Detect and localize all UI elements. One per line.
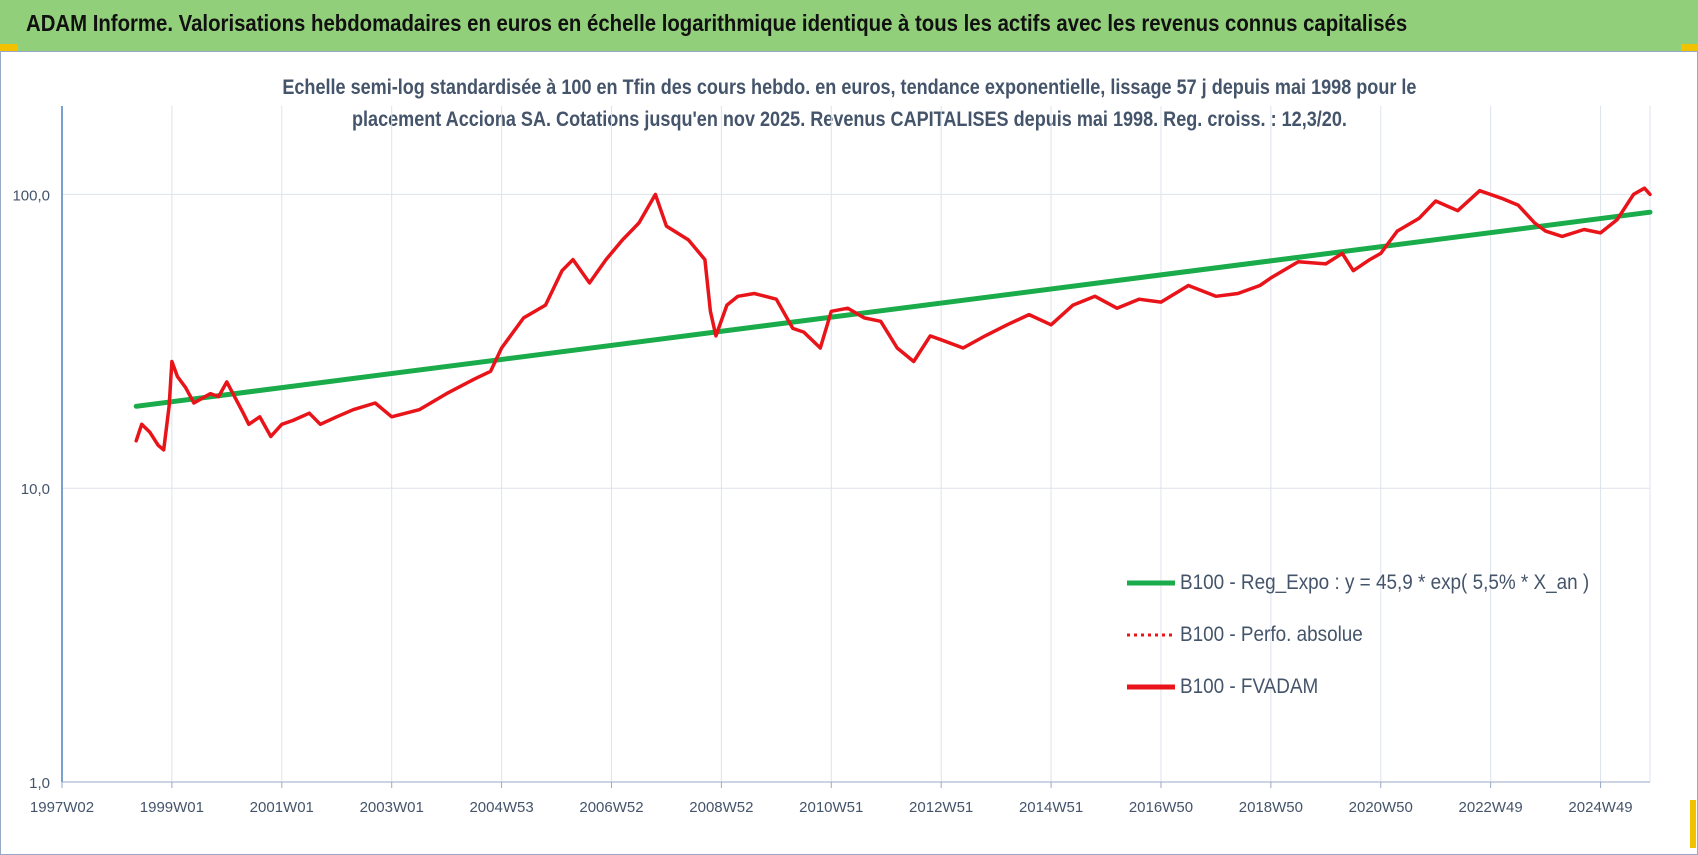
corner-accent-left — [0, 44, 18, 51]
x-tick-label: 1999W01 — [140, 799, 204, 816]
x-tick-label: 2014W51 — [1019, 799, 1083, 816]
x-tick-label: 2001W01 — [250, 799, 314, 816]
x-tick-label: 1997W02 — [30, 799, 94, 816]
chart-title-line-2: placement Acciona SA. Cotations jusqu'en… — [351, 108, 1347, 131]
report-header: ADAM Informe. Valorisations hebdomadaire… — [0, 0, 1698, 51]
chart-title-line-1: Echelle semi-log standardisée à 100 en T… — [281, 76, 1417, 99]
x-tick-label: 2024W49 — [1568, 799, 1632, 816]
x-tick-label: 2004W53 — [469, 799, 533, 816]
corner-accent-right — [1681, 44, 1698, 51]
x-tick-label: 2003W01 — [360, 799, 424, 816]
legend-label-perfo: B100 - Perfo. absolue — [1180, 623, 1363, 646]
legend-label-fvadam: B100 - FVADAM — [1180, 675, 1319, 698]
x-tick-label: 2018W50 — [1239, 799, 1303, 816]
corner-accent-bottom-right — [1690, 800, 1696, 848]
x-tick-label: 2016W50 — [1129, 799, 1193, 816]
y-tick-label: 10,0 — [21, 481, 50, 498]
x-tick-label: 2008W52 — [689, 799, 753, 816]
x-tick-label: 2022W49 — [1459, 799, 1523, 816]
y-tick-label: 1,0 — [29, 775, 50, 792]
report-title: ADAM Informe. Valorisations hebdomadaire… — [26, 10, 1408, 36]
x-tick-label: 2020W50 — [1349, 799, 1413, 816]
y-tick-label: 100,0 — [12, 187, 50, 204]
series-line-fvadam — [134, 186, 1652, 452]
x-tick-label: 2010W51 — [799, 799, 863, 816]
legend-label-regression: B100 - Reg_Expo : y = 45,9 * exp( 5,5% *… — [1180, 571, 1590, 594]
x-tick-label: 2012W51 — [909, 799, 973, 816]
series-line-regression — [133, 209, 1653, 409]
x-tick-label: 2006W52 — [579, 799, 643, 816]
